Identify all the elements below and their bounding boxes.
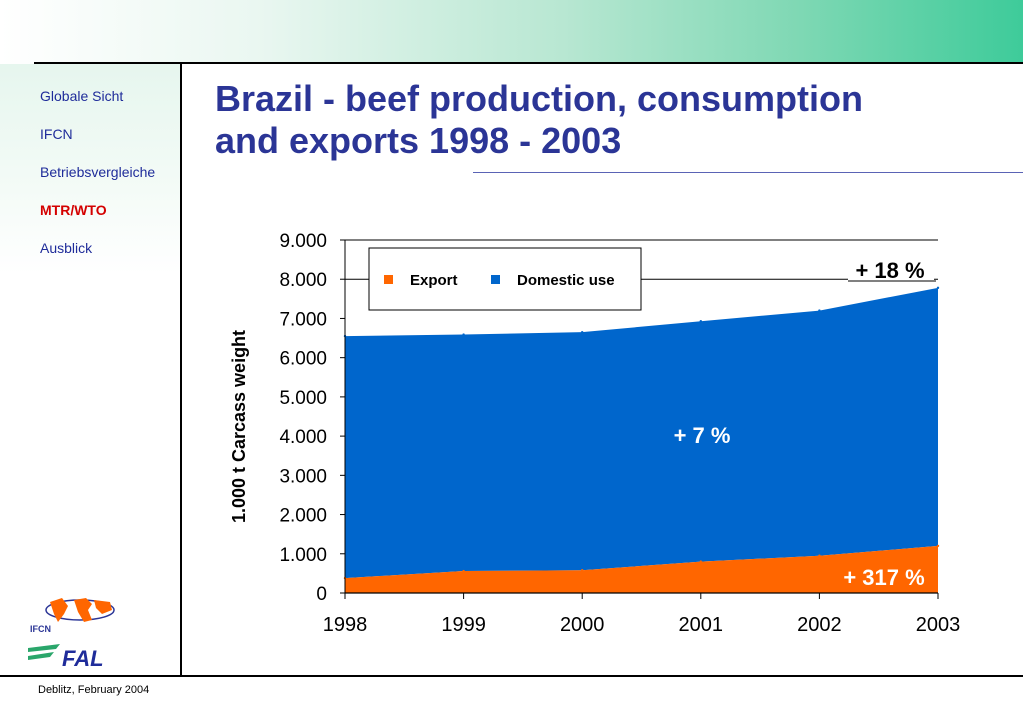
annotation-total-growth: + 18 % [855,258,924,283]
footer-divider [0,675,1023,677]
header-gradient-band [0,0,1023,64]
series-area-domestic-use [345,287,938,579]
legend-swatch-domestic-use [491,275,500,284]
nav-item-betriebsvergleiche[interactable]: Betriebsvergleiche [40,164,156,180]
y-tick-label: 7.000 [279,309,327,330]
fal-logo-text: FAL [62,646,104,671]
ifcn-continent-america [50,598,68,622]
fal-logo: FAL [28,644,104,671]
data-point-export [581,569,584,572]
data-point-domestic-use [462,333,465,336]
y-tick-label: 0 [316,584,327,605]
legend-label-domestic-use: Domestic use [517,272,615,289]
header-divider [34,62,1023,64]
page-title: Brazil - beef production, consumption an… [215,78,975,162]
y-tick-label: 5.000 [279,388,327,409]
y-tick-label: 9.000 [279,231,327,252]
x-tick-label: 2000 [560,614,605,636]
x-tick-label: 2001 [679,614,724,636]
annotation-total-growth-bg [848,256,934,282]
data-point-domestic-use [581,330,584,334]
legend-label-export: Export [410,272,458,289]
annotation-domestic-growth: + 7 % [674,423,731,448]
ifcn-continent-africa [74,598,92,622]
data-point-export [699,560,702,563]
legend-swatch-export [384,275,393,284]
annotation-export-growth: + 317 % [843,565,924,590]
y-tick-label: 8.000 [279,270,327,291]
series-area-export [345,545,938,593]
page-title-line-2: and exports 1998 - 2003 [215,120,622,161]
ifcn-logo: IFCN [30,598,115,634]
nav-item-ifcn[interactable]: IFCN [40,126,73,142]
y-tick-label: 1.000 [279,545,327,566]
legend-box [368,247,642,311]
data-point-domestic-use [818,309,821,312]
fal-stripe-1 [28,644,60,652]
nav-item-mtr-wto[interactable]: MTR/WTO [40,202,107,218]
data-point-domestic-use [936,286,940,290]
y-tick-label: 6.000 [279,349,327,370]
footer-credit: Deblitz, February 2004 [38,684,150,696]
x-tick-label: 2002 [797,614,842,636]
nav-item-ausblick[interactable]: Ausblick [40,240,93,256]
x-tick-label: 1999 [441,614,486,636]
x-tick-label: 2003 [916,614,961,636]
sidebar-divider [180,62,182,676]
y-tick-label: 2.000 [279,506,327,527]
data-point-export [936,544,940,548]
x-tick-label: 1998 [323,614,368,636]
y-tick-label: 4.000 [279,427,327,448]
data-point-export [462,569,465,573]
page-title-line-1: Brazil - beef production, consumption [215,78,863,119]
fal-stripe-2 [28,652,54,660]
nav-item-globale-sicht[interactable]: Globale Sicht [40,88,124,104]
title-underline [473,172,1023,173]
ifcn-continent-asia [94,600,112,614]
y-tick-label: 3.000 [279,466,327,487]
data-point-export [818,554,821,557]
ifcn-logo-text: IFCN [30,624,51,634]
y-axis-title: 1.000 t Carcass weight [229,330,249,523]
sidebar-background [0,64,180,274]
data-point-domestic-use [699,319,702,323]
sidebar-nav: Globale Sicht IFCN Betriebsvergleiche MT… [40,88,155,278]
